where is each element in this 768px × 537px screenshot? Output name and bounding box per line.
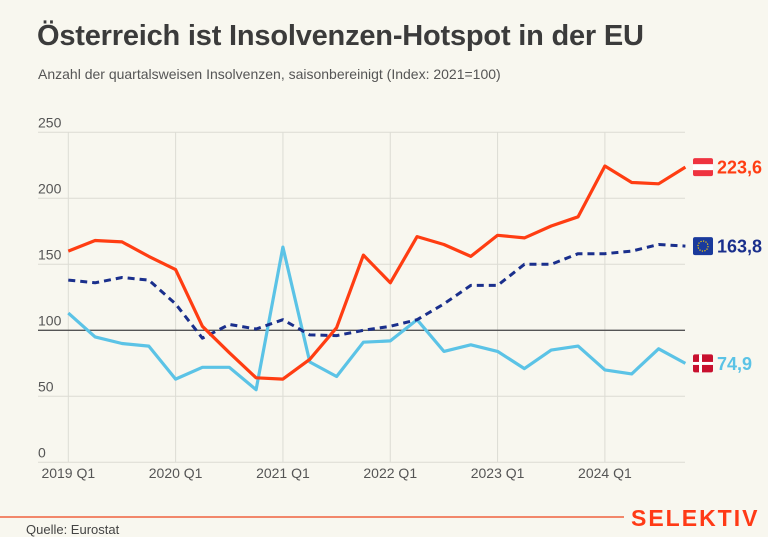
denmark-flag-icon [693, 354, 713, 372]
brand-logo: SELEKTIV [631, 505, 759, 532]
end-value-label-austria: 223,6 [717, 158, 762, 178]
x-tick-label: 2023 Q1 [471, 465, 525, 481]
y-tick-label: 50 [38, 378, 54, 394]
y-tick-label: 100 [38, 312, 62, 328]
flag-field [693, 237, 713, 255]
y-tick-label: 200 [38, 180, 62, 196]
y-tick-label: 0 [38, 444, 46, 460]
x-tick-label: 2019 Q1 [41, 465, 95, 481]
y-tick-label: 150 [38, 246, 62, 262]
series-line-eu [68, 245, 685, 339]
flag-stripe [693, 164, 713, 170]
source-note: Quelle: Eurostat [26, 522, 119, 537]
end-value-label-eu: 163,8 [717, 237, 762, 257]
austria-flag-icon [693, 158, 713, 176]
y-tick-label: 250 [38, 114, 62, 130]
footer-divider [0, 516, 624, 518]
x-tick-label: 2022 Q1 [363, 465, 417, 481]
eu-flag-icon [693, 237, 713, 255]
end-value-label-denmark: 74,9 [717, 354, 752, 374]
flag-cross [693, 362, 713, 365]
x-tick-label: 2021 Q1 [256, 465, 310, 481]
x-tick-label: 2020 Q1 [149, 465, 203, 481]
x-tick-label: 2024 Q1 [578, 465, 632, 481]
